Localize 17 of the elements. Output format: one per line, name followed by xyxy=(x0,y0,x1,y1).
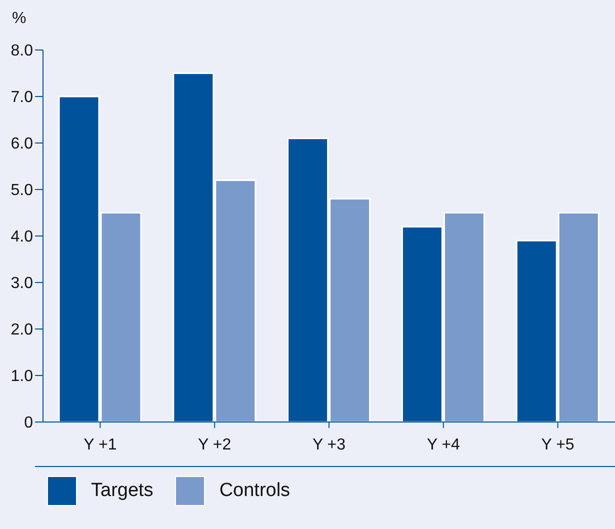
x-tick-label: Y +4 xyxy=(426,436,460,454)
legend-label: Controls xyxy=(219,480,290,502)
x-tick-label: Y +3 xyxy=(312,436,346,454)
y-axis-title: % xyxy=(12,10,26,28)
y-tick-label: 4.0 xyxy=(10,228,34,246)
y-tick-label: 3.0 xyxy=(10,275,34,292)
legend-label: Targets xyxy=(91,480,154,502)
y-tick-label: 1.0 xyxy=(10,368,34,386)
y-tick-label: 2.0 xyxy=(10,322,34,339)
x-tick-label: Y +5 xyxy=(541,436,574,454)
x-tick-label: Y +2 xyxy=(198,436,232,454)
y-tick-label: 7.0 xyxy=(10,89,34,106)
y-tick-label: 6.0 xyxy=(10,136,34,153)
y-tick-label: 5.0 xyxy=(10,182,34,200)
y-tick-label: 0 xyxy=(24,414,34,432)
y-tick-label: 8.0 xyxy=(10,42,34,60)
x-tick-label: Y +1 xyxy=(84,436,117,454)
